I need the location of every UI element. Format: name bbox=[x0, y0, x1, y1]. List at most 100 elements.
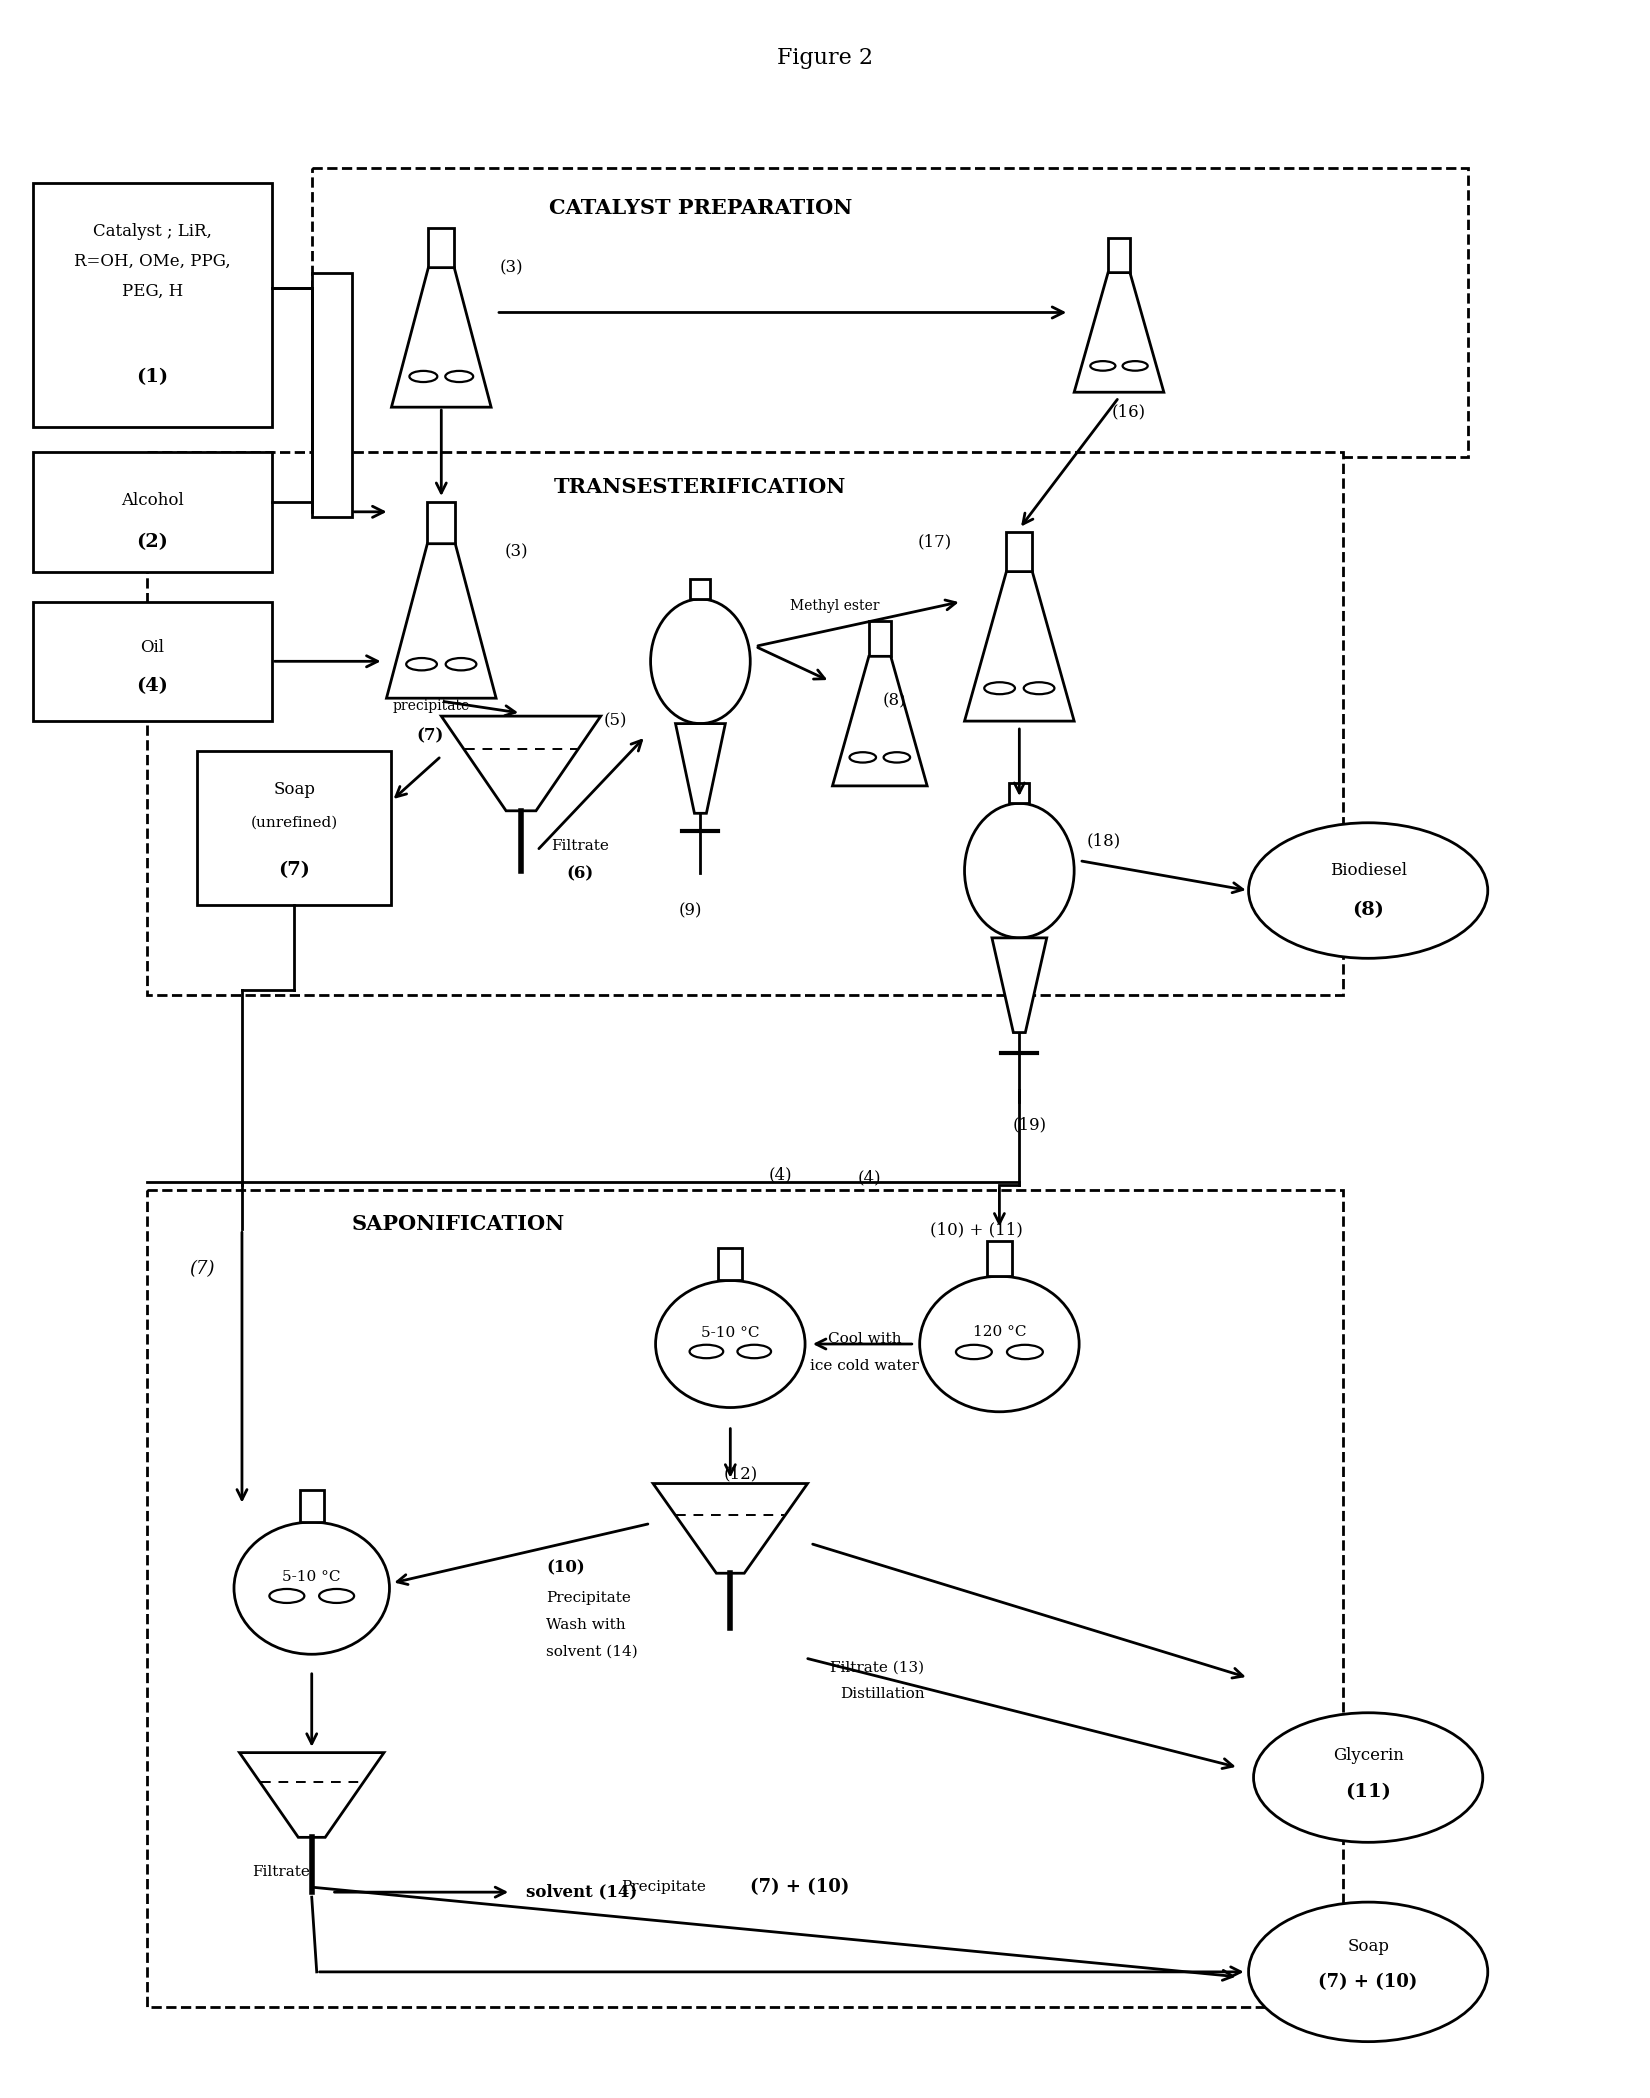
Bar bbox=[987, 1242, 1011, 1276]
Text: Glycerin: Glycerin bbox=[1333, 1748, 1404, 1764]
Bar bbox=[33, 183, 272, 428]
Ellipse shape bbox=[234, 1523, 389, 1653]
Text: Methyl ester: Methyl ester bbox=[790, 600, 879, 613]
Bar bbox=[147, 451, 1343, 994]
Text: Catalyst ; LiR,: Catalyst ; LiR, bbox=[92, 222, 211, 239]
Text: CATALYST PREPARATION: CATALYST PREPARATION bbox=[549, 197, 851, 218]
Text: Soap: Soap bbox=[1346, 1939, 1389, 1955]
Bar bbox=[147, 1190, 1343, 2008]
Ellipse shape bbox=[650, 600, 751, 724]
Bar bbox=[312, 273, 351, 516]
Polygon shape bbox=[965, 571, 1074, 722]
Text: PEG, H: PEG, H bbox=[122, 283, 183, 300]
Bar bbox=[718, 1248, 742, 1280]
Ellipse shape bbox=[1006, 1345, 1043, 1360]
Text: (6): (6) bbox=[566, 864, 592, 881]
Text: Filtrate: Filtrate bbox=[551, 839, 609, 852]
Text: (7) + (10): (7) + (10) bbox=[751, 1878, 850, 1897]
Text: (4): (4) bbox=[137, 678, 168, 694]
Ellipse shape bbox=[446, 659, 477, 671]
Ellipse shape bbox=[1023, 682, 1054, 694]
Ellipse shape bbox=[1091, 361, 1115, 371]
Text: ice cold water: ice cold water bbox=[810, 1360, 919, 1372]
Text: Biodiesel: Biodiesel bbox=[1330, 862, 1407, 879]
Ellipse shape bbox=[850, 753, 876, 762]
Text: (16): (16) bbox=[1112, 403, 1147, 422]
Bar bbox=[1006, 531, 1033, 571]
Polygon shape bbox=[441, 715, 601, 810]
Ellipse shape bbox=[1254, 1712, 1483, 1842]
Text: Wash with: Wash with bbox=[546, 1618, 625, 1632]
Text: (10) + (11): (10) + (11) bbox=[929, 1221, 1023, 1238]
Bar bbox=[196, 751, 391, 906]
Text: (7) + (10): (7) + (10) bbox=[1318, 1972, 1417, 1991]
Text: (8): (8) bbox=[1353, 902, 1384, 919]
Bar bbox=[312, 168, 1468, 457]
Text: (8): (8) bbox=[883, 692, 906, 709]
Polygon shape bbox=[1074, 273, 1163, 392]
Ellipse shape bbox=[1249, 1903, 1488, 2041]
Bar bbox=[33, 451, 272, 571]
Bar bbox=[690, 579, 711, 600]
Text: solvent (14): solvent (14) bbox=[526, 1884, 637, 1901]
Text: (5): (5) bbox=[604, 713, 627, 730]
Ellipse shape bbox=[409, 371, 437, 382]
Text: (17): (17) bbox=[917, 533, 952, 550]
Text: SAPONIFICATION: SAPONIFICATION bbox=[351, 1215, 564, 1234]
Text: (11): (11) bbox=[1345, 1783, 1391, 1802]
Text: (4): (4) bbox=[858, 1169, 881, 1185]
Ellipse shape bbox=[1249, 822, 1488, 959]
Ellipse shape bbox=[738, 1345, 771, 1357]
Text: Precipitate: Precipitate bbox=[546, 1590, 630, 1605]
Bar bbox=[870, 621, 891, 657]
Text: (7): (7) bbox=[416, 728, 444, 745]
Text: (9): (9) bbox=[678, 902, 703, 919]
Bar bbox=[300, 1490, 323, 1523]
Text: (10): (10) bbox=[546, 1559, 584, 1578]
Bar bbox=[1010, 783, 1030, 804]
Text: 120 °C: 120 °C bbox=[972, 1326, 1026, 1339]
Polygon shape bbox=[653, 1483, 807, 1574]
Ellipse shape bbox=[965, 804, 1074, 938]
Text: (4): (4) bbox=[769, 1166, 792, 1183]
Bar bbox=[429, 229, 454, 269]
Ellipse shape bbox=[446, 371, 474, 382]
Text: Soap: Soap bbox=[274, 780, 315, 797]
Polygon shape bbox=[833, 657, 927, 787]
Ellipse shape bbox=[955, 1345, 992, 1360]
Text: (3): (3) bbox=[500, 260, 523, 277]
Text: Cool with: Cool with bbox=[828, 1332, 901, 1347]
Text: precipitate: precipitate bbox=[393, 699, 470, 713]
Text: Filtrate: Filtrate bbox=[252, 1865, 310, 1880]
Text: Distillation: Distillation bbox=[840, 1687, 924, 1701]
Bar bbox=[1109, 237, 1130, 273]
Text: (2): (2) bbox=[137, 533, 168, 550]
Text: solvent (14): solvent (14) bbox=[546, 1645, 637, 1660]
Ellipse shape bbox=[406, 659, 437, 671]
Ellipse shape bbox=[655, 1280, 805, 1408]
Ellipse shape bbox=[1122, 361, 1148, 371]
Ellipse shape bbox=[919, 1276, 1079, 1412]
Text: (18): (18) bbox=[1087, 833, 1122, 850]
Text: R=OH, OMe, PPG,: R=OH, OMe, PPG, bbox=[74, 252, 231, 271]
Text: (12): (12) bbox=[723, 1464, 757, 1481]
Text: (1): (1) bbox=[137, 369, 168, 386]
Polygon shape bbox=[675, 724, 726, 814]
Text: 5-10 °C: 5-10 °C bbox=[701, 1326, 759, 1341]
Text: (unrefined): (unrefined) bbox=[251, 816, 338, 831]
Text: (7): (7) bbox=[190, 1261, 214, 1278]
Polygon shape bbox=[386, 543, 497, 699]
Ellipse shape bbox=[318, 1588, 355, 1603]
Text: Precipitate: Precipitate bbox=[620, 1880, 706, 1894]
Text: Alcohol: Alcohol bbox=[120, 491, 183, 510]
Ellipse shape bbox=[985, 682, 1015, 694]
Polygon shape bbox=[391, 269, 492, 407]
Ellipse shape bbox=[884, 753, 911, 762]
Text: (3): (3) bbox=[505, 543, 528, 560]
Text: Figure 2: Figure 2 bbox=[777, 48, 873, 69]
Polygon shape bbox=[992, 938, 1046, 1032]
Bar bbox=[427, 501, 455, 543]
Text: Filtrate (13): Filtrate (13) bbox=[830, 1662, 924, 1674]
Bar bbox=[33, 602, 272, 722]
Ellipse shape bbox=[690, 1345, 723, 1357]
